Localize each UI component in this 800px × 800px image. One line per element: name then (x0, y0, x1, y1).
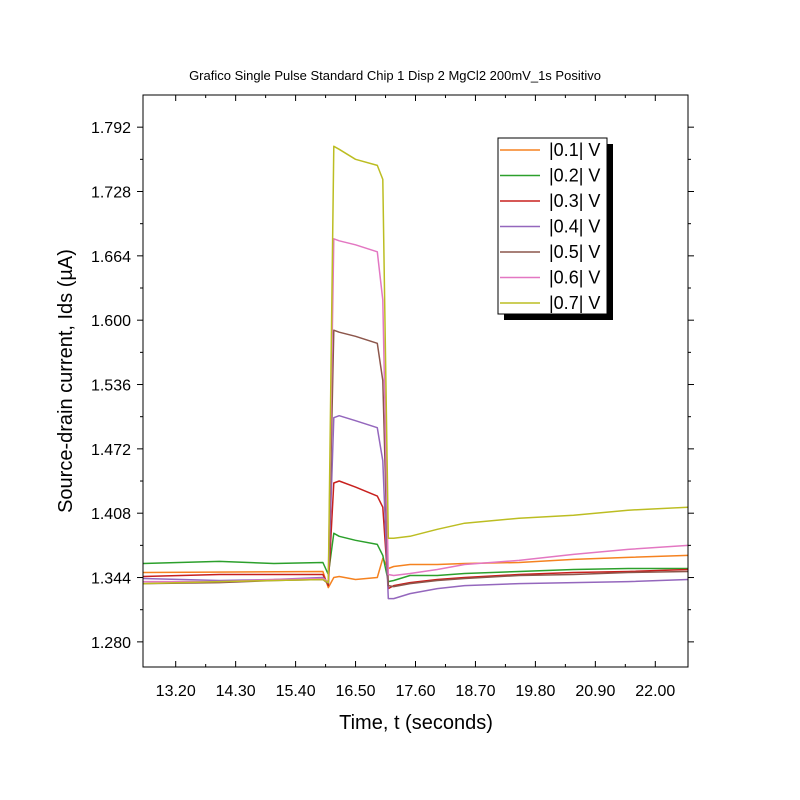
series-line-3 (142, 480, 689, 590)
legend-label: |0.6| V (549, 268, 600, 288)
series-line-7 (142, 145, 689, 585)
x-tick-label: 16.50 (336, 683, 376, 700)
plot-lines (142, 145, 689, 600)
y-tick-label: 1.408 (91, 506, 131, 523)
y-tick-label: 1.728 (91, 185, 131, 202)
y-axis-title: Source-drain current, Ids (µA) (55, 249, 77, 513)
y-tick-label: 1.600 (91, 313, 131, 330)
legend-label: |0.5| V (549, 242, 600, 262)
x-tick-label: 17.60 (395, 683, 435, 700)
x-tick-label: 19.80 (515, 683, 555, 700)
x-tick-label: 18.70 (455, 683, 495, 700)
series-line-4 (142, 414, 689, 600)
y-tick-label: 1.664 (91, 249, 131, 266)
x-tick-label: 15.40 (276, 683, 316, 700)
x-axis-title: Time, t (seconds) (339, 712, 493, 734)
y-tick-label: 1.344 (91, 571, 131, 588)
series-line-6 (143, 238, 689, 583)
series-line-2 (142, 532, 688, 583)
x-tick-label: 13.20 (156, 683, 196, 700)
x-tick-label: 22.00 (635, 683, 675, 700)
x-axis: 13.20 14.30 15.40 16.50 17.60 18.70 19.80 20.90… (156, 95, 675, 700)
legend-label: |0.1| V (549, 140, 600, 160)
y-axis: 1.280 1.344 1.408 1.472 1.536 1.600 1.664 1.728… (91, 120, 694, 652)
chart-title: Grafico Single Pulse Standard Chip 1 Dis… (189, 68, 601, 83)
y-tick-label: 1.536 (91, 378, 131, 395)
legend-label: |0.2| V (549, 166, 600, 186)
x-tick-label: 20.90 (575, 683, 615, 700)
y-tick-label: 1.280 (91, 635, 131, 652)
y-tick-label: 1.792 (91, 120, 131, 137)
x-tick-label: 14.30 (216, 683, 256, 700)
legend-label: |0.4| V (549, 217, 600, 237)
y-tick-label: 1.472 (91, 442, 131, 459)
legend-label: |0.7| V (549, 293, 600, 313)
legend-label: |0.3| V (549, 191, 600, 211)
legend: |0.1| V |0.2| V |0.3| V |0.4| V |0.5| V |0.6|… (497, 137, 613, 320)
series-line-5 (142, 329, 689, 588)
